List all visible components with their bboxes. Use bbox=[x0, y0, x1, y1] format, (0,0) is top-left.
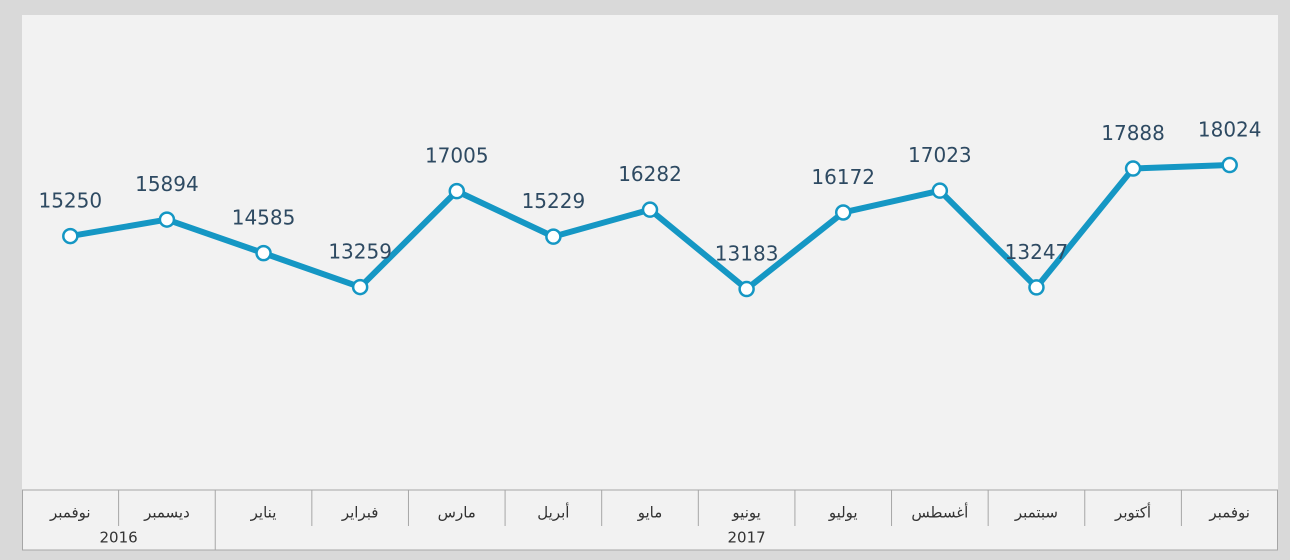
data-label: 15229 bbox=[522, 189, 586, 213]
marker bbox=[931, 182, 949, 199]
data-label: 13259 bbox=[328, 240, 392, 264]
x-tick-label: يونيو bbox=[731, 504, 760, 522]
x-tick-label: سبتمبر bbox=[1014, 504, 1058, 522]
marker bbox=[448, 182, 466, 200]
data-label: 13247 bbox=[1005, 240, 1069, 264]
x-tick-label: مارس bbox=[438, 504, 476, 522]
data-label: 17005 bbox=[425, 144, 489, 168]
marker bbox=[1221, 156, 1238, 174]
marker bbox=[545, 228, 562, 245]
x-tick-label: يوليو bbox=[828, 504, 858, 522]
data-label: 15894 bbox=[135, 172, 199, 196]
marker bbox=[834, 204, 852, 221]
data-label: 17888 bbox=[1101, 121, 1165, 145]
data-label: 16172 bbox=[811, 165, 875, 189]
marker bbox=[255, 244, 272, 262]
x-tick-label: مايو bbox=[637, 504, 663, 522]
x-tick-label: ديسمبر bbox=[143, 504, 190, 522]
plot-area bbox=[22, 15, 1278, 550]
marker bbox=[641, 201, 659, 218]
data-label: 14585 bbox=[232, 206, 296, 230]
data-label: 17023 bbox=[908, 143, 972, 167]
x-tick-label: أبريل bbox=[537, 503, 569, 522]
marker bbox=[158, 211, 176, 228]
year-label: 2016 bbox=[100, 529, 138, 547]
x-tick-label: نوفمبر bbox=[1208, 504, 1250, 522]
data-label: 16282 bbox=[618, 162, 682, 186]
x-tick-label: يناير bbox=[250, 504, 277, 522]
marker bbox=[738, 280, 755, 298]
x-tick-label: فبراير bbox=[341, 504, 379, 522]
marker bbox=[351, 278, 369, 296]
data-label: 15250 bbox=[38, 189, 102, 213]
marker bbox=[62, 227, 79, 245]
year-label: 2017 bbox=[728, 529, 766, 547]
x-tick-label: أغسطس bbox=[911, 503, 968, 522]
data-label: 13183 bbox=[715, 242, 779, 266]
x-tick-label: أكتوبر bbox=[1114, 503, 1151, 522]
x-tick-label: نوفمبر bbox=[49, 504, 91, 522]
data-label: 18024 bbox=[1198, 118, 1262, 142]
marker bbox=[1028, 279, 1045, 296]
marker bbox=[1124, 160, 1142, 177]
